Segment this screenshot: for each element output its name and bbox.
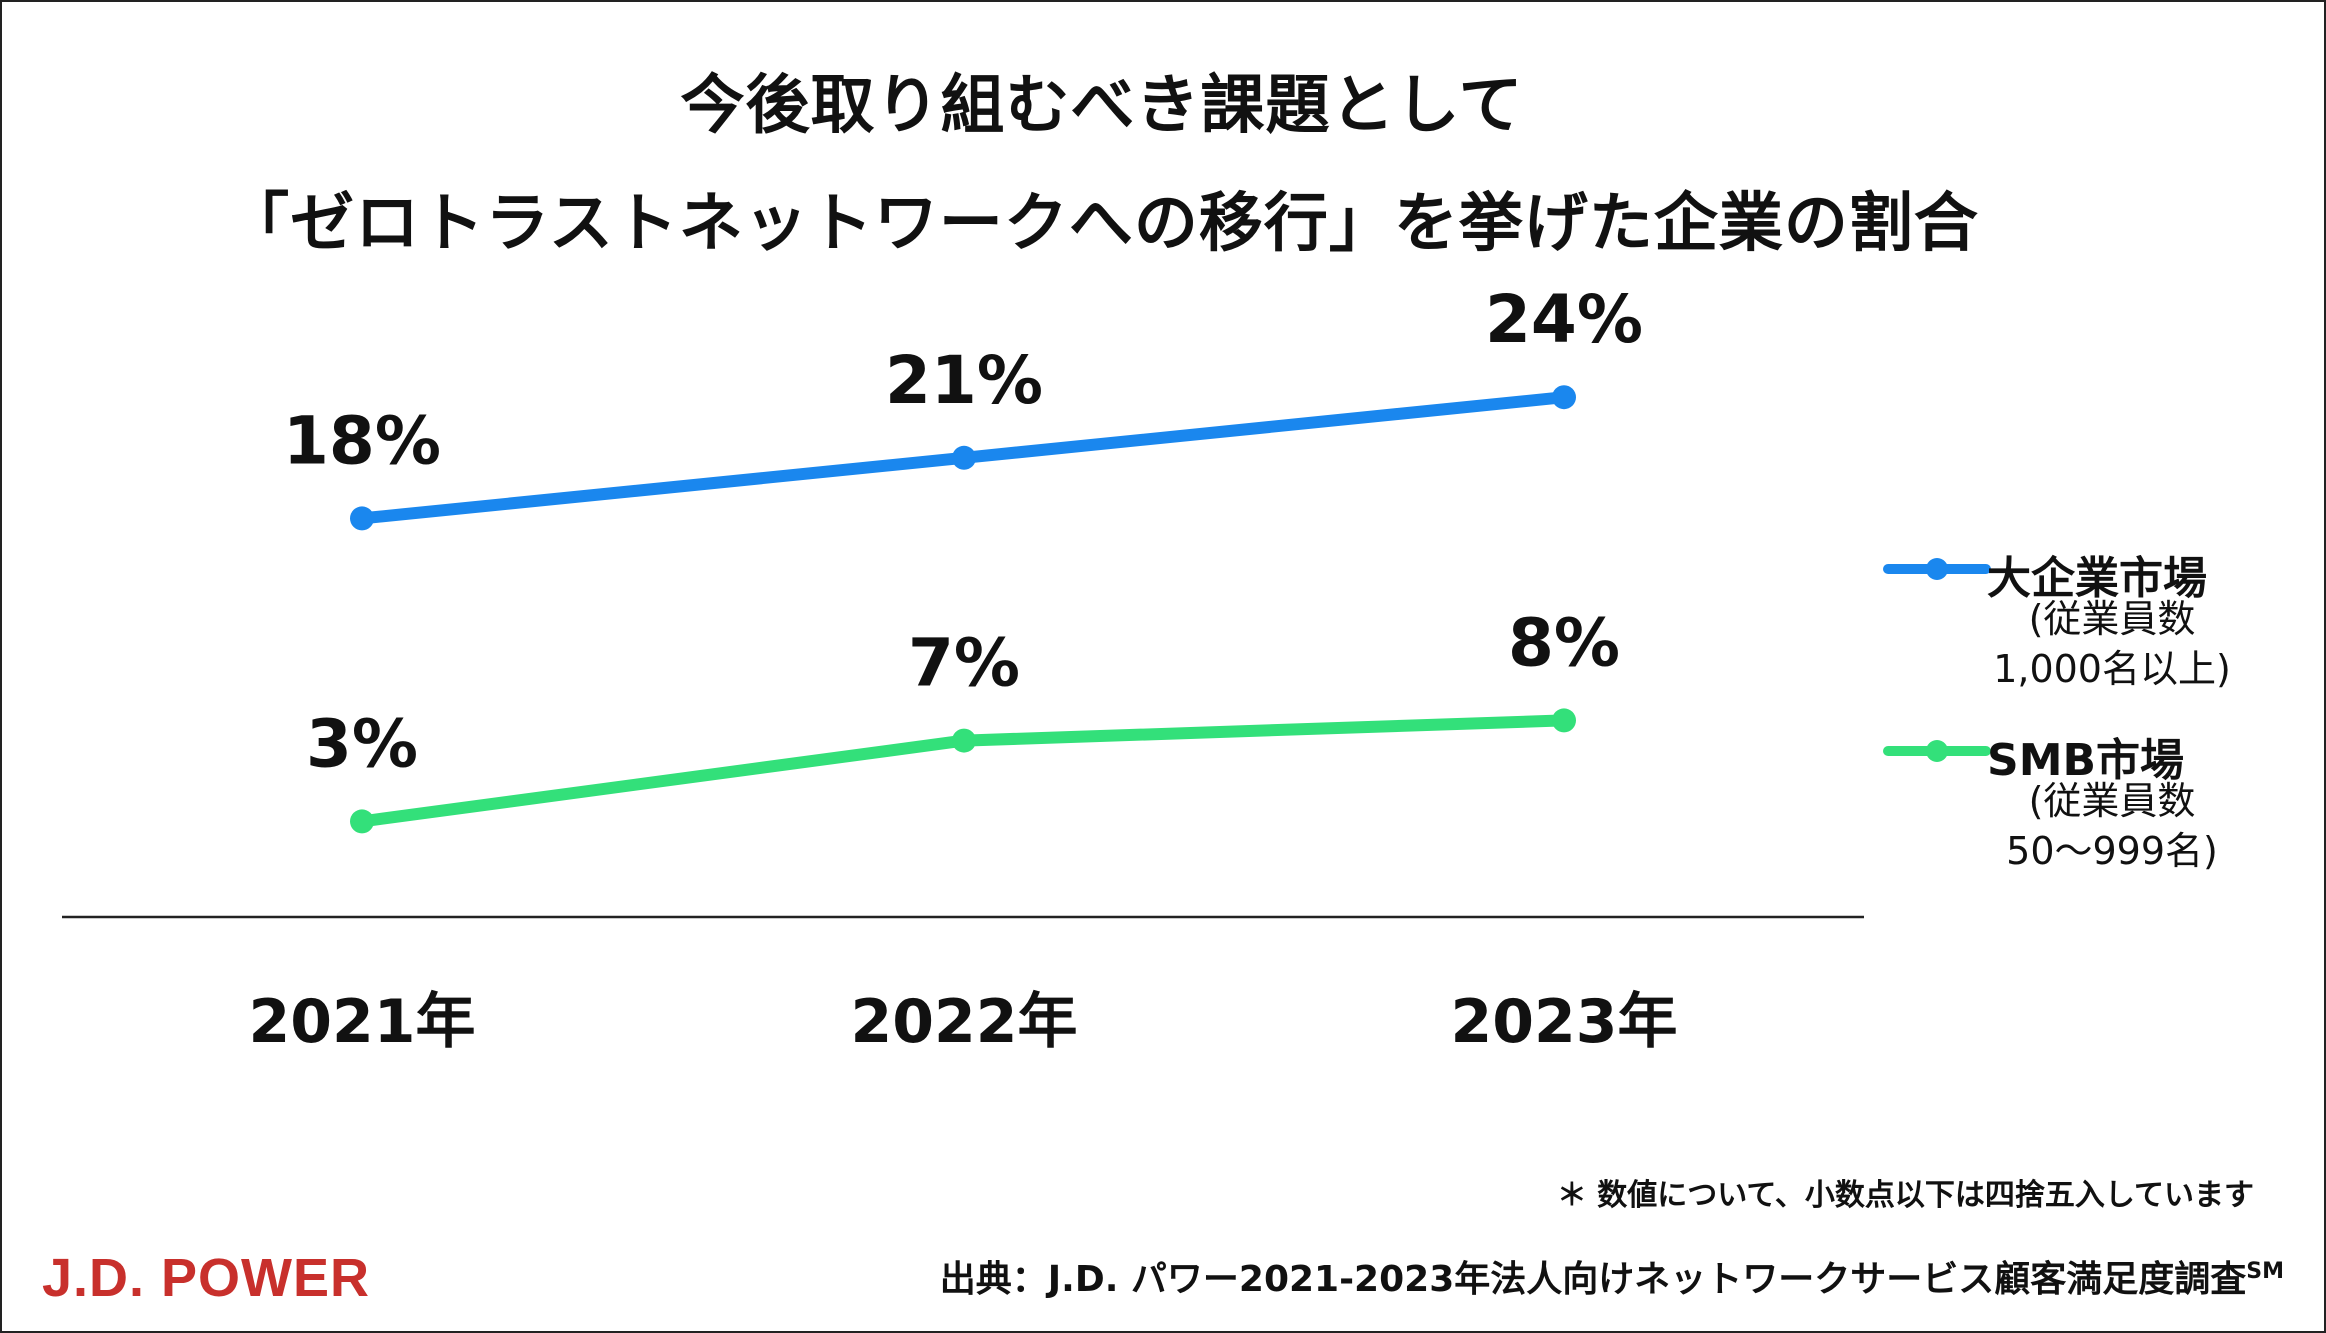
legend-label: 大企業市場 xyxy=(1987,553,2207,604)
chart-title-line2: 「ゼロトラストネットワークへの移行」を挙げた企業の割合 xyxy=(225,187,1979,261)
legend-sublabel: (従業員数 1,000名以上) xyxy=(1962,594,2262,694)
legend-sublabel: (従業員数 50～999名) xyxy=(1962,776,2262,876)
legend-label: SMB市場 xyxy=(1987,735,2185,786)
data-label: 3% xyxy=(306,705,418,782)
data-point xyxy=(952,728,976,753)
x-tick-label: 2022年 xyxy=(851,987,1078,1057)
data-point xyxy=(1552,708,1576,733)
x-tick-label: 2021年 xyxy=(249,987,476,1057)
data-point xyxy=(952,445,976,470)
legend-sublabel-line2: 50～999名) xyxy=(2006,829,2218,873)
data-point xyxy=(350,506,374,531)
footnote: ＊ 数値について、小数点以下は四捨五入しています xyxy=(1556,1178,2254,1213)
data-label: 24% xyxy=(1485,281,1643,358)
legend-swatch xyxy=(1883,558,1991,580)
data-point xyxy=(350,809,374,834)
x-tick-label: 2023年 xyxy=(1451,987,1678,1057)
data-label: 21% xyxy=(885,342,1043,419)
jd-power-logo: J.D. POWER xyxy=(42,1248,371,1308)
legend-sublabel-line1: (従業員数 xyxy=(2028,779,2196,823)
source-text: 出典：J.D. パワー2021-2023年法人向けネットワークサービス顧客満足度… xyxy=(939,1259,2247,1300)
legend-sublabel-line1: (従業員数 xyxy=(2028,597,2196,641)
source-note: 出典：J.D. パワー2021-2023年法人向けネットワークサービス顧客満足度… xyxy=(940,1250,2284,1302)
service-mark: SM xyxy=(2246,1259,2284,1284)
data-label: 7% xyxy=(908,625,1020,702)
data-point xyxy=(1552,385,1576,410)
chart-title-line1: 今後取り組むべき課題として xyxy=(680,69,1524,143)
legend-swatch xyxy=(1883,740,1991,762)
legend-sublabel-line2: 1,000名以上) xyxy=(1993,647,2231,691)
data-label: 8% xyxy=(1508,604,1620,681)
data-label: 18% xyxy=(283,402,441,479)
